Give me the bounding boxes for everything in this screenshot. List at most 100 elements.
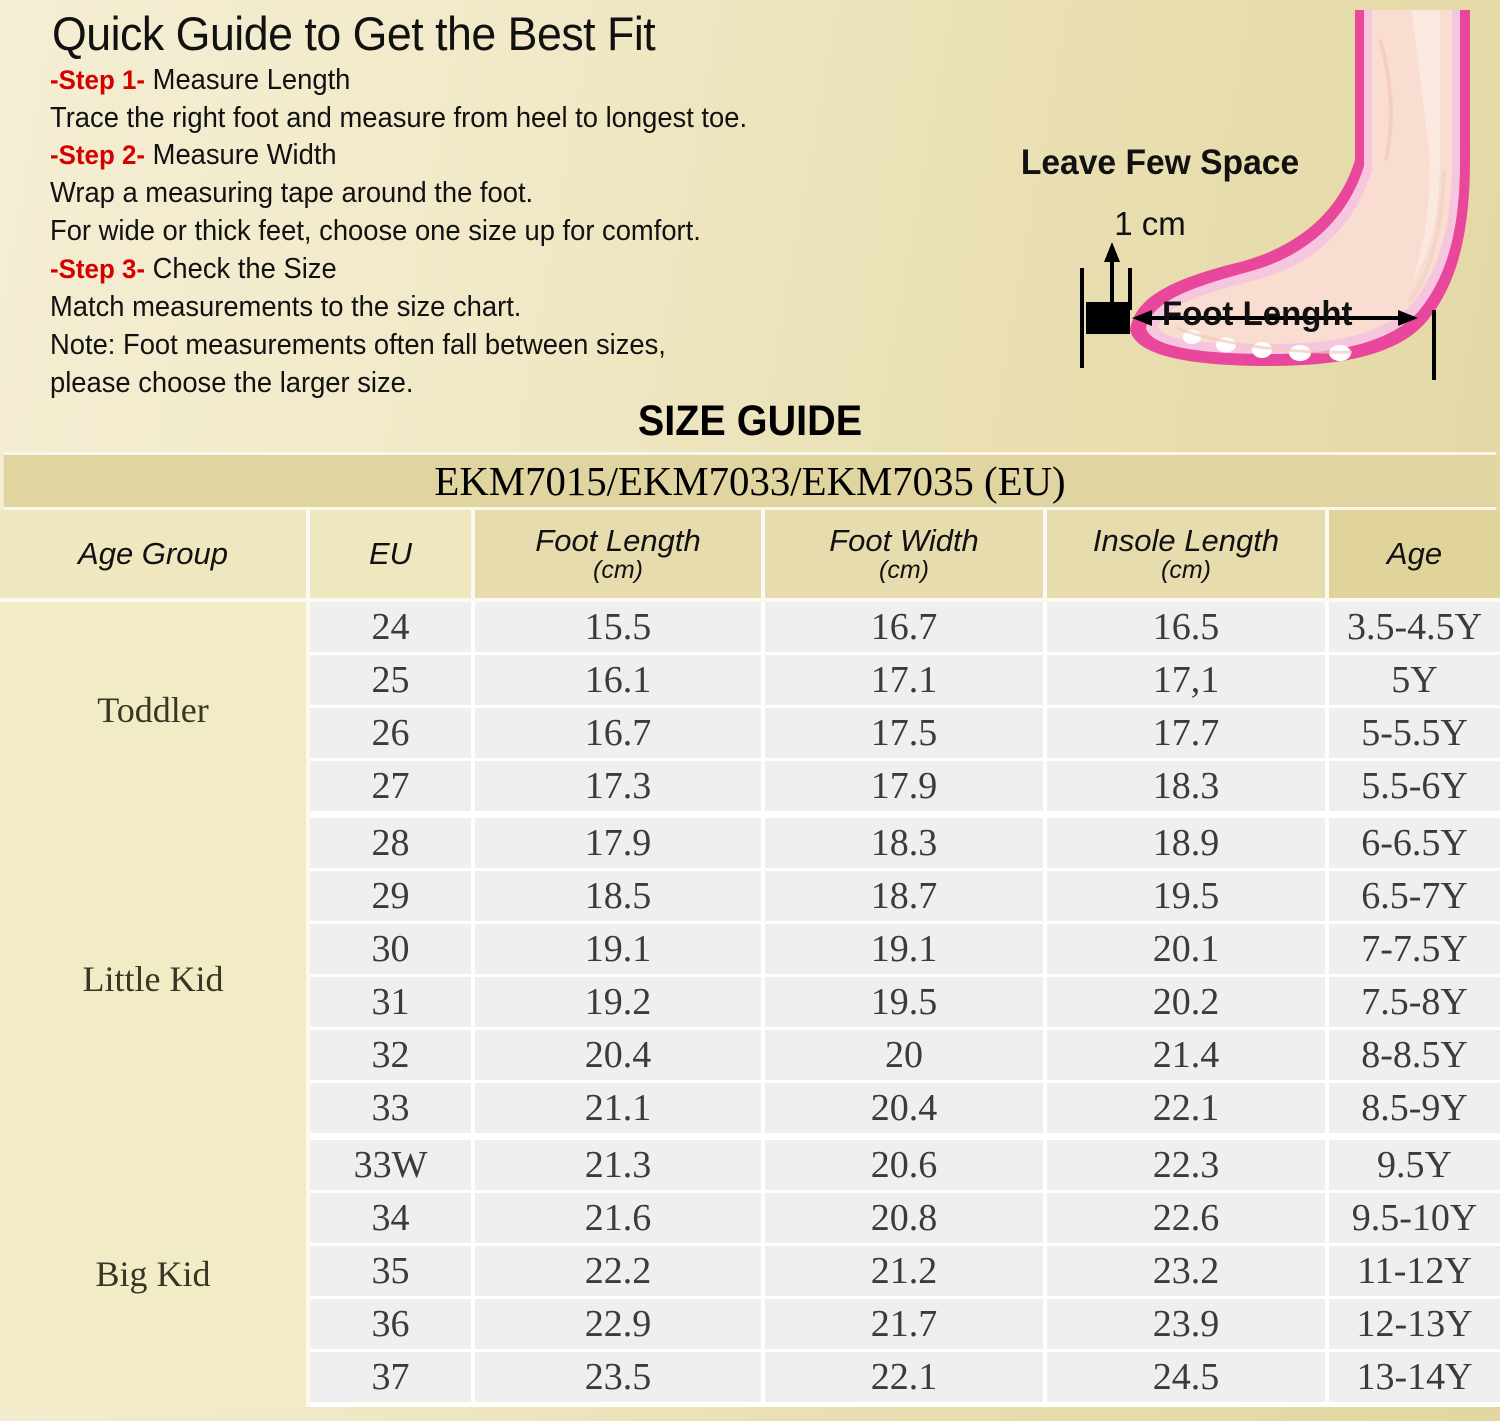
guide-line: Trace the right foot and measure from he…: [50, 100, 876, 138]
cell-eu: 33W: [310, 1140, 475, 1193]
toe-gap-block: [1086, 302, 1130, 334]
leg-shading: [1411, 10, 1440, 282]
table-header-row: Age Group EU Foot Length (cm) Foot Width (cm)…: [0, 510, 1500, 602]
cell-insole-length: 16.5: [1047, 602, 1329, 655]
cell-foot-length: 15.5: [475, 602, 765, 655]
cell-insole-length: 17.7: [1047, 708, 1329, 761]
guide-lines: -Step 1- Measure Length Trace the right f…: [50, 62, 910, 403]
size-guide-table: Age Group EU Foot Length (cm) Foot Width (cm)…: [0, 510, 1500, 1407]
cell-foot-length: 20.4: [475, 1030, 765, 1083]
guide-line-text: Measure Length: [145, 63, 351, 96]
age-group-cell: Little Kid: [0, 818, 310, 1140]
cell-age: 6.5-7Y: [1329, 871, 1500, 924]
cell-insole-length: 20.1: [1047, 924, 1329, 977]
cell-foot-width: 18.3: [765, 818, 1047, 871]
table-head: Age Group EU Foot Length (cm) Foot Width (cm)…: [0, 510, 1500, 602]
cell-age: 9.5Y: [1329, 1140, 1500, 1193]
cell-insole-length: 17,1: [1047, 655, 1329, 708]
cell-foot-length: 22.2: [475, 1246, 765, 1299]
cell-foot-width: 21.2: [765, 1246, 1047, 1299]
column-header-insole-length: Insole Length (cm): [1047, 510, 1329, 602]
cell-age: 12-13Y: [1329, 1299, 1500, 1352]
cell-age: 5.5-6Y: [1329, 761, 1500, 818]
cell-insole-length: 22.3: [1047, 1140, 1329, 1193]
column-header-unit: (cm): [879, 555, 929, 584]
foot-measure-diagram: Leave Few Space 1 cm Foot Lenght: [940, 10, 1500, 400]
guide-line: Note: Foot measurements often fall betwe…: [50, 327, 876, 365]
cell-eu: 37: [310, 1352, 475, 1407]
cell-insole-length: 22.1: [1047, 1083, 1329, 1140]
age-group-cell: Toddler: [0, 602, 310, 818]
size-guide-heading: SIZE GUIDE: [637, 397, 863, 445]
foot-length-label: Foot Lenght: [1162, 295, 1353, 333]
guide-line-text: For wide or thick feet, choose one size …: [50, 215, 701, 248]
size-guide-table-area: EKM7015/EKM7033/EKM7035 (EU) Age Group EU…: [0, 452, 1500, 1407]
column-header-unit: (cm): [593, 555, 643, 584]
cell-foot-width: 19.5: [765, 977, 1047, 1030]
cell-foot-length: 18.5: [475, 871, 765, 924]
cell-insole-length: 20.2: [1047, 977, 1329, 1030]
foot-length-arrow-left: [1132, 310, 1152, 326]
ankle-crease: [1378, 39, 1393, 161]
cell-foot-width: 17.5: [765, 708, 1047, 761]
table-row: 29 18.5 18.7 19.5 6.5-7Y: [0, 871, 1500, 924]
table-row: Toddler 24 15.5 16.7 16.5 3.5-4.5Y: [0, 602, 1500, 818]
cell-eu: 25: [310, 655, 475, 708]
cell-foot-length: 17.9: [475, 818, 765, 871]
cell-foot-length: 17.3: [475, 761, 765, 818]
cell-foot-width: 19.1: [765, 924, 1047, 977]
cell-foot-width: 17.9: [765, 761, 1047, 818]
model-number-row: EKM7015/EKM7033/EKM7035 (EU): [3, 452, 1497, 510]
cell-foot-width: 16.7: [765, 602, 1047, 655]
cell-foot-length: 22.9: [475, 1299, 765, 1352]
guide-line-text: Trace the right foot and measure from he…: [50, 101, 748, 134]
column-header-label: Insole Length: [1092, 523, 1280, 559]
guide-line: -Step 1- Measure Length: [50, 62, 876, 100]
column-header-label: EU: [368, 535, 413, 571]
guide-line-text: Match measurements to the size chart.: [50, 291, 522, 324]
cell-insole-length: 18.3: [1047, 761, 1329, 818]
cell-foot-width: 21.7: [765, 1299, 1047, 1352]
one-cm-arrow-head: [1104, 242, 1120, 262]
column-header-age-group: Age Group: [0, 510, 310, 602]
table-row: 27 17.3 17.9 18.3 5.5-6Y: [0, 761, 1500, 818]
cell-age: 8-8.5Y: [1329, 1030, 1500, 1083]
guide-line-text: Check the Size: [145, 253, 337, 286]
leave-space-label: Leave Few Space: [1020, 143, 1300, 182]
cell-age: 7-7.5Y: [1329, 924, 1500, 977]
cell-age: 7.5-8Y: [1329, 977, 1500, 1030]
table-row: 26 16.7 17.5 17.7 5-5.5Y: [0, 708, 1500, 761]
cell-foot-length: 16.1: [475, 655, 765, 708]
cell-foot-length: 21.1: [475, 1083, 765, 1140]
cell-foot-width: 17.1: [765, 655, 1047, 708]
toe-line: [1175, 326, 1353, 354]
guide-line: -Step 3- Check the Size: [50, 251, 876, 289]
cell-foot-length: 19.2: [475, 977, 765, 1030]
table-row: 34 21.6 20.8 22.6 9.5-10Y: [0, 1193, 1500, 1246]
foot-illustration-svg: [1080, 10, 1470, 380]
guide-line-text: please choose the larger size.: [50, 366, 414, 399]
cell-foot-width: 22.1: [765, 1352, 1047, 1407]
cell-age: 5Y: [1329, 655, 1500, 708]
guide-line: please choose the larger size.: [50, 365, 876, 403]
cell-foot-width: 18.7: [765, 871, 1047, 924]
table-row: 36 22.9 21.7 23.9 12-13Y: [0, 1299, 1500, 1352]
cell-eu: 30: [310, 924, 475, 977]
table-row: 25 16.1 17.1 17,1 5Y: [0, 655, 1500, 708]
cell-insole-length: 19.5: [1047, 871, 1329, 924]
column-header-eu: EU: [310, 510, 475, 602]
toe-dot: [1252, 342, 1272, 358]
cell-eu: 36: [310, 1299, 475, 1352]
one-cm-label: 1 cm: [1114, 205, 1186, 242]
cell-insole-length: 24.5: [1047, 1352, 1329, 1407]
cell-age: 13-14Y: [1329, 1352, 1500, 1407]
guide-line-text: Measure Width: [145, 139, 337, 172]
cell-foot-length: 21.6: [475, 1193, 765, 1246]
cell-insole-length: 23.9: [1047, 1299, 1329, 1352]
cell-eu: 34: [310, 1193, 475, 1246]
column-header-label: Foot Length: [535, 523, 701, 559]
heel-curve: [1408, 169, 1446, 302]
column-header-age: Age: [1329, 510, 1500, 602]
foot-shape: [1130, 10, 1470, 366]
